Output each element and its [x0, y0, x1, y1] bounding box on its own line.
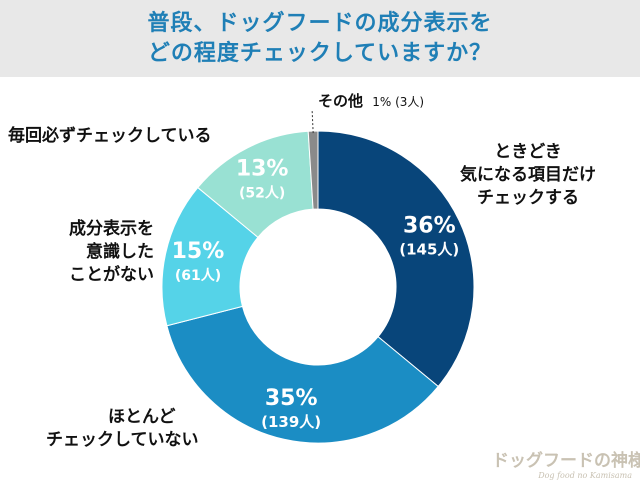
watermark-main: ドッグフードの神様 — [492, 451, 640, 471]
title-band: 普段、ドッグフードの成分表示を どの程度チェックしていますか？ — [0, 0, 640, 77]
value-percent-always: 13% — [236, 156, 289, 181]
label-never-line-1: 成分表示を — [69, 219, 154, 239]
label-rarely-line-1: ほとんど — [108, 407, 176, 427]
label-other: その他 1% (3人) — [318, 90, 424, 114]
value-percent-never: 15% — [172, 239, 225, 264]
label-sometimes-line-3: チェックする — [477, 188, 579, 208]
slice-sometimes — [317, 130, 475, 388]
chart-title-line-2: どの程度チェックしていますか？ — [147, 40, 493, 66]
donut-chart: 36% (145人) 35% (139人) 15% (61人) 13% (52人) — [161, 110, 475, 444]
leader-line-other — [311, 110, 314, 134]
slice-other — [307, 130, 319, 210]
label-other-name: その他 — [318, 92, 364, 110]
label-sometimes: ときどき 気になる項目だけ チェックする — [448, 141, 608, 210]
label-never: 成分表示を 意識した ことがない — [28, 218, 154, 287]
slice-never — [161, 186, 259, 327]
value-percent-sometimes: 36% — [403, 214, 456, 239]
label-always: 毎回必ずチェックしている — [8, 126, 212, 146]
slice-rarely — [166, 305, 439, 444]
label-rarely-line-2: チェックしていない — [46, 430, 199, 450]
chart-title-line-1: 普段、ドッグフードの成分表示を — [147, 10, 493, 36]
label-sometimes-line-2: 気になる項目だけ — [460, 165, 596, 185]
watermark-sub: Dog food no Kamisama — [538, 471, 632, 480]
value-count-always: (52人) — [239, 184, 285, 201]
value-percent-rarely: 35% — [265, 386, 318, 411]
label-rarely: ほとんど チェックしていない — [46, 406, 199, 452]
label-never-line-3: ことがない — [69, 265, 154, 285]
value-count-sometimes: (145人) — [399, 241, 459, 259]
value-count-rarely: (139人) — [261, 413, 321, 431]
label-other-value: 1% (3人) — [372, 95, 425, 109]
label-sometimes-line-1: ときどき — [494, 142, 562, 162]
label-never-line-2: 意識した — [86, 242, 154, 262]
value-count-never: (61人) — [175, 267, 221, 284]
watermark-logo: ドッグフードの神様 Dog food no Kamisama — [492, 446, 640, 480]
